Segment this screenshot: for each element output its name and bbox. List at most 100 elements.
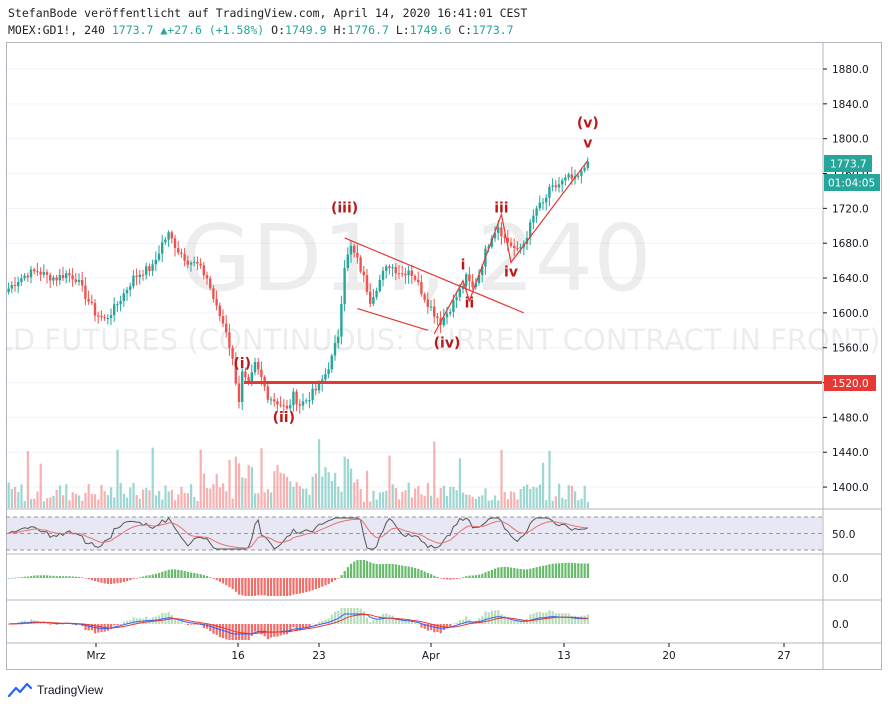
symbol-ohlc-line: MOEX:GD1!, 240 1773.7 ▲+27.6 (+1.58%) O:… xyxy=(8,23,514,37)
time-axis[interactable]: Mrz 16 23 Apr 13 20 27 xyxy=(87,643,791,662)
macd-bar xyxy=(164,570,167,578)
macd-bar xyxy=(74,576,77,578)
candle xyxy=(71,268,74,287)
macd-bar xyxy=(327,578,330,584)
macd-bar xyxy=(17,577,20,579)
volume-bar xyxy=(30,498,33,508)
candle-body xyxy=(231,347,234,359)
candle-body xyxy=(545,197,548,203)
volume-bar xyxy=(234,456,237,508)
candle-body xyxy=(81,280,84,286)
candle xyxy=(276,398,279,411)
candle xyxy=(218,302,221,322)
macd-bar xyxy=(257,578,260,596)
price-change: +27.6 (+1.58%) xyxy=(167,23,265,37)
candle xyxy=(359,255,362,274)
volume-bar xyxy=(545,500,548,508)
volume-bar xyxy=(126,497,129,508)
candle xyxy=(100,310,103,321)
oscillator-bar xyxy=(292,624,295,628)
macd-bar xyxy=(343,570,346,578)
candle xyxy=(161,234,164,263)
macd-bar xyxy=(350,563,353,578)
oscillator-bar xyxy=(110,624,113,630)
macd-bar xyxy=(244,578,247,596)
candle xyxy=(13,277,17,292)
candle xyxy=(500,221,503,245)
oscillator-bar xyxy=(570,615,573,624)
oscillator-bar xyxy=(506,617,509,624)
macd-bar xyxy=(382,564,385,578)
oscillator-bar xyxy=(129,620,132,624)
macd-bar xyxy=(305,578,308,593)
volume-bar xyxy=(519,488,522,508)
macd-bar xyxy=(196,573,199,578)
price-tick-label: 1720.0 xyxy=(832,203,869,215)
candle xyxy=(29,265,33,284)
macd-bar xyxy=(522,569,525,578)
volume-bar xyxy=(260,448,263,508)
macd-bar xyxy=(218,578,221,582)
macd-bar xyxy=(481,573,484,578)
oscillator-bar xyxy=(212,624,215,634)
macd-bar xyxy=(497,567,500,578)
candle xyxy=(292,388,295,412)
volume-bar xyxy=(222,483,225,508)
oscillator-bar xyxy=(321,620,324,624)
macd-bar xyxy=(106,578,109,584)
candle-body xyxy=(17,282,20,287)
oscillator-bar xyxy=(513,620,516,624)
candle-body xyxy=(122,293,125,301)
oscillator-bar xyxy=(586,614,589,624)
candle xyxy=(205,271,209,285)
volume-bar xyxy=(228,459,231,508)
oscillator-bar xyxy=(458,620,461,624)
candle-body xyxy=(577,175,580,177)
chart-canvas[interactable]: GD1!, 240 GOLD FUTURES (CONTINUOUS: CURR… xyxy=(0,42,882,670)
candle-body xyxy=(141,274,145,276)
candle xyxy=(577,173,580,180)
candle-body xyxy=(109,315,113,318)
price-tick-label: 1880.0 xyxy=(832,64,869,76)
macd-bar xyxy=(151,574,154,578)
candle xyxy=(138,270,141,285)
macd-bar xyxy=(23,576,26,578)
macd-bar xyxy=(286,578,289,596)
volume-bar xyxy=(574,491,577,508)
macd-bar xyxy=(404,566,407,578)
volume-bar xyxy=(106,495,109,508)
volume-bar xyxy=(289,481,292,508)
candle-body xyxy=(135,275,138,278)
volume-bar xyxy=(548,450,551,508)
price-axis[interactable]: 1880.01840.01800.01760.01720.01680.01640… xyxy=(823,64,869,494)
macd-bar xyxy=(148,575,151,578)
candle-body xyxy=(516,248,519,250)
macd-bar xyxy=(314,578,317,590)
candle-body xyxy=(477,274,481,284)
candle xyxy=(202,261,205,280)
symbol-name: MOEX:GD1!, 240 xyxy=(8,23,105,37)
oscillator-bar xyxy=(430,624,433,630)
candle xyxy=(333,335,337,361)
oscillator-bar xyxy=(116,624,119,626)
chart-frame[interactable]: GD1!, 240 GOLD FUTURES (CONTINUOUS: CURR… xyxy=(0,42,882,670)
candle-body xyxy=(266,386,269,400)
oscillator-bar xyxy=(327,618,330,624)
volume-bar xyxy=(378,492,381,508)
candle xyxy=(394,262,397,280)
volume-bar xyxy=(334,472,337,508)
volume-bar xyxy=(145,487,148,508)
macd-bar xyxy=(122,578,125,582)
macd-bar xyxy=(84,578,87,579)
high-label: H: xyxy=(333,23,348,37)
candle-body xyxy=(39,271,42,275)
candle-body xyxy=(87,298,90,302)
wave-label: iii xyxy=(494,201,508,217)
volume-bar xyxy=(452,487,455,508)
open-value: 1749.9 xyxy=(285,23,327,37)
macd-bar xyxy=(356,560,359,578)
trendlines[interactable] xyxy=(344,160,589,335)
macd-bar xyxy=(145,575,148,578)
macd-bar xyxy=(36,575,39,578)
candle-body xyxy=(183,254,186,261)
